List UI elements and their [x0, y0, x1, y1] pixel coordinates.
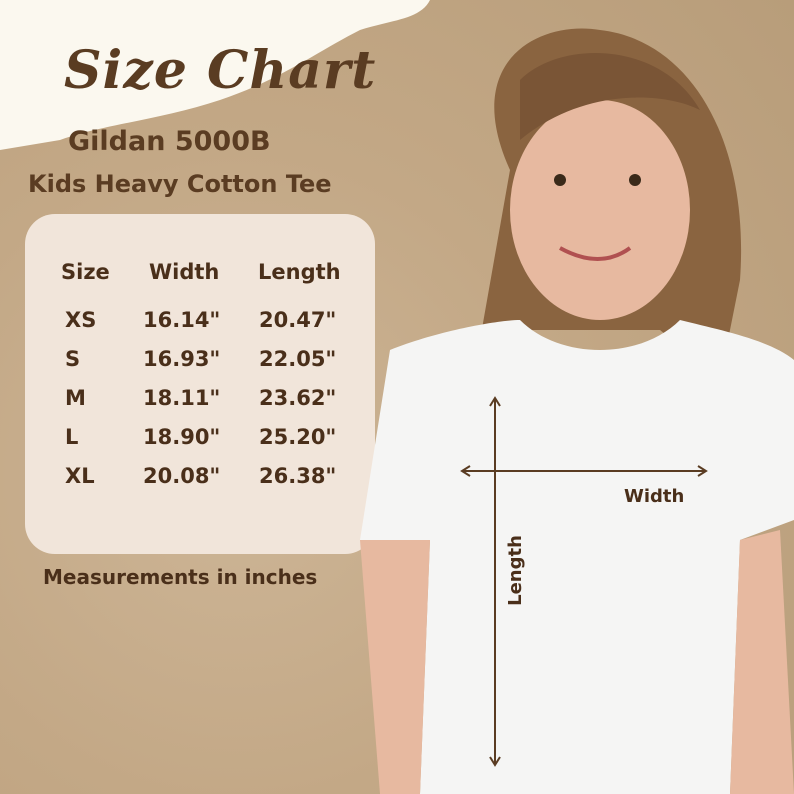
cell: 20.47" [259, 308, 337, 332]
cell: 23.62" [259, 386, 337, 410]
length-label: Length [504, 535, 526, 606]
cell: M [65, 386, 86, 410]
cell: XL [65, 464, 95, 488]
cell: 18.90" [143, 425, 221, 449]
cell: 26.38" [259, 464, 337, 488]
measurement-note: Measurements in inches [43, 565, 318, 589]
cell: S [65, 347, 81, 371]
product-description: Kids Heavy Cotton Tee [28, 170, 332, 198]
cell: 16.14" [143, 308, 221, 332]
torn-paper-top [0, 0, 430, 150]
header-length: Length [258, 260, 341, 284]
cell: 25.20" [259, 425, 337, 449]
cell: 16.93" [143, 347, 221, 371]
header-width: Width [149, 260, 220, 284]
product-name: Gildan 5000B [68, 126, 271, 157]
cell: 18.11" [143, 386, 221, 410]
model-photo [360, 28, 794, 794]
cell: XS [65, 308, 97, 332]
header-size: Size [61, 260, 110, 284]
cell: 20.08" [143, 464, 221, 488]
cell: 22.05" [259, 347, 337, 371]
size-table: Size Width Length XS 16.14" 20.47" S 16.… [25, 214, 375, 554]
width-label: Width [624, 486, 685, 507]
page-title: Size Chart [64, 40, 377, 101]
cell: L [65, 425, 79, 449]
